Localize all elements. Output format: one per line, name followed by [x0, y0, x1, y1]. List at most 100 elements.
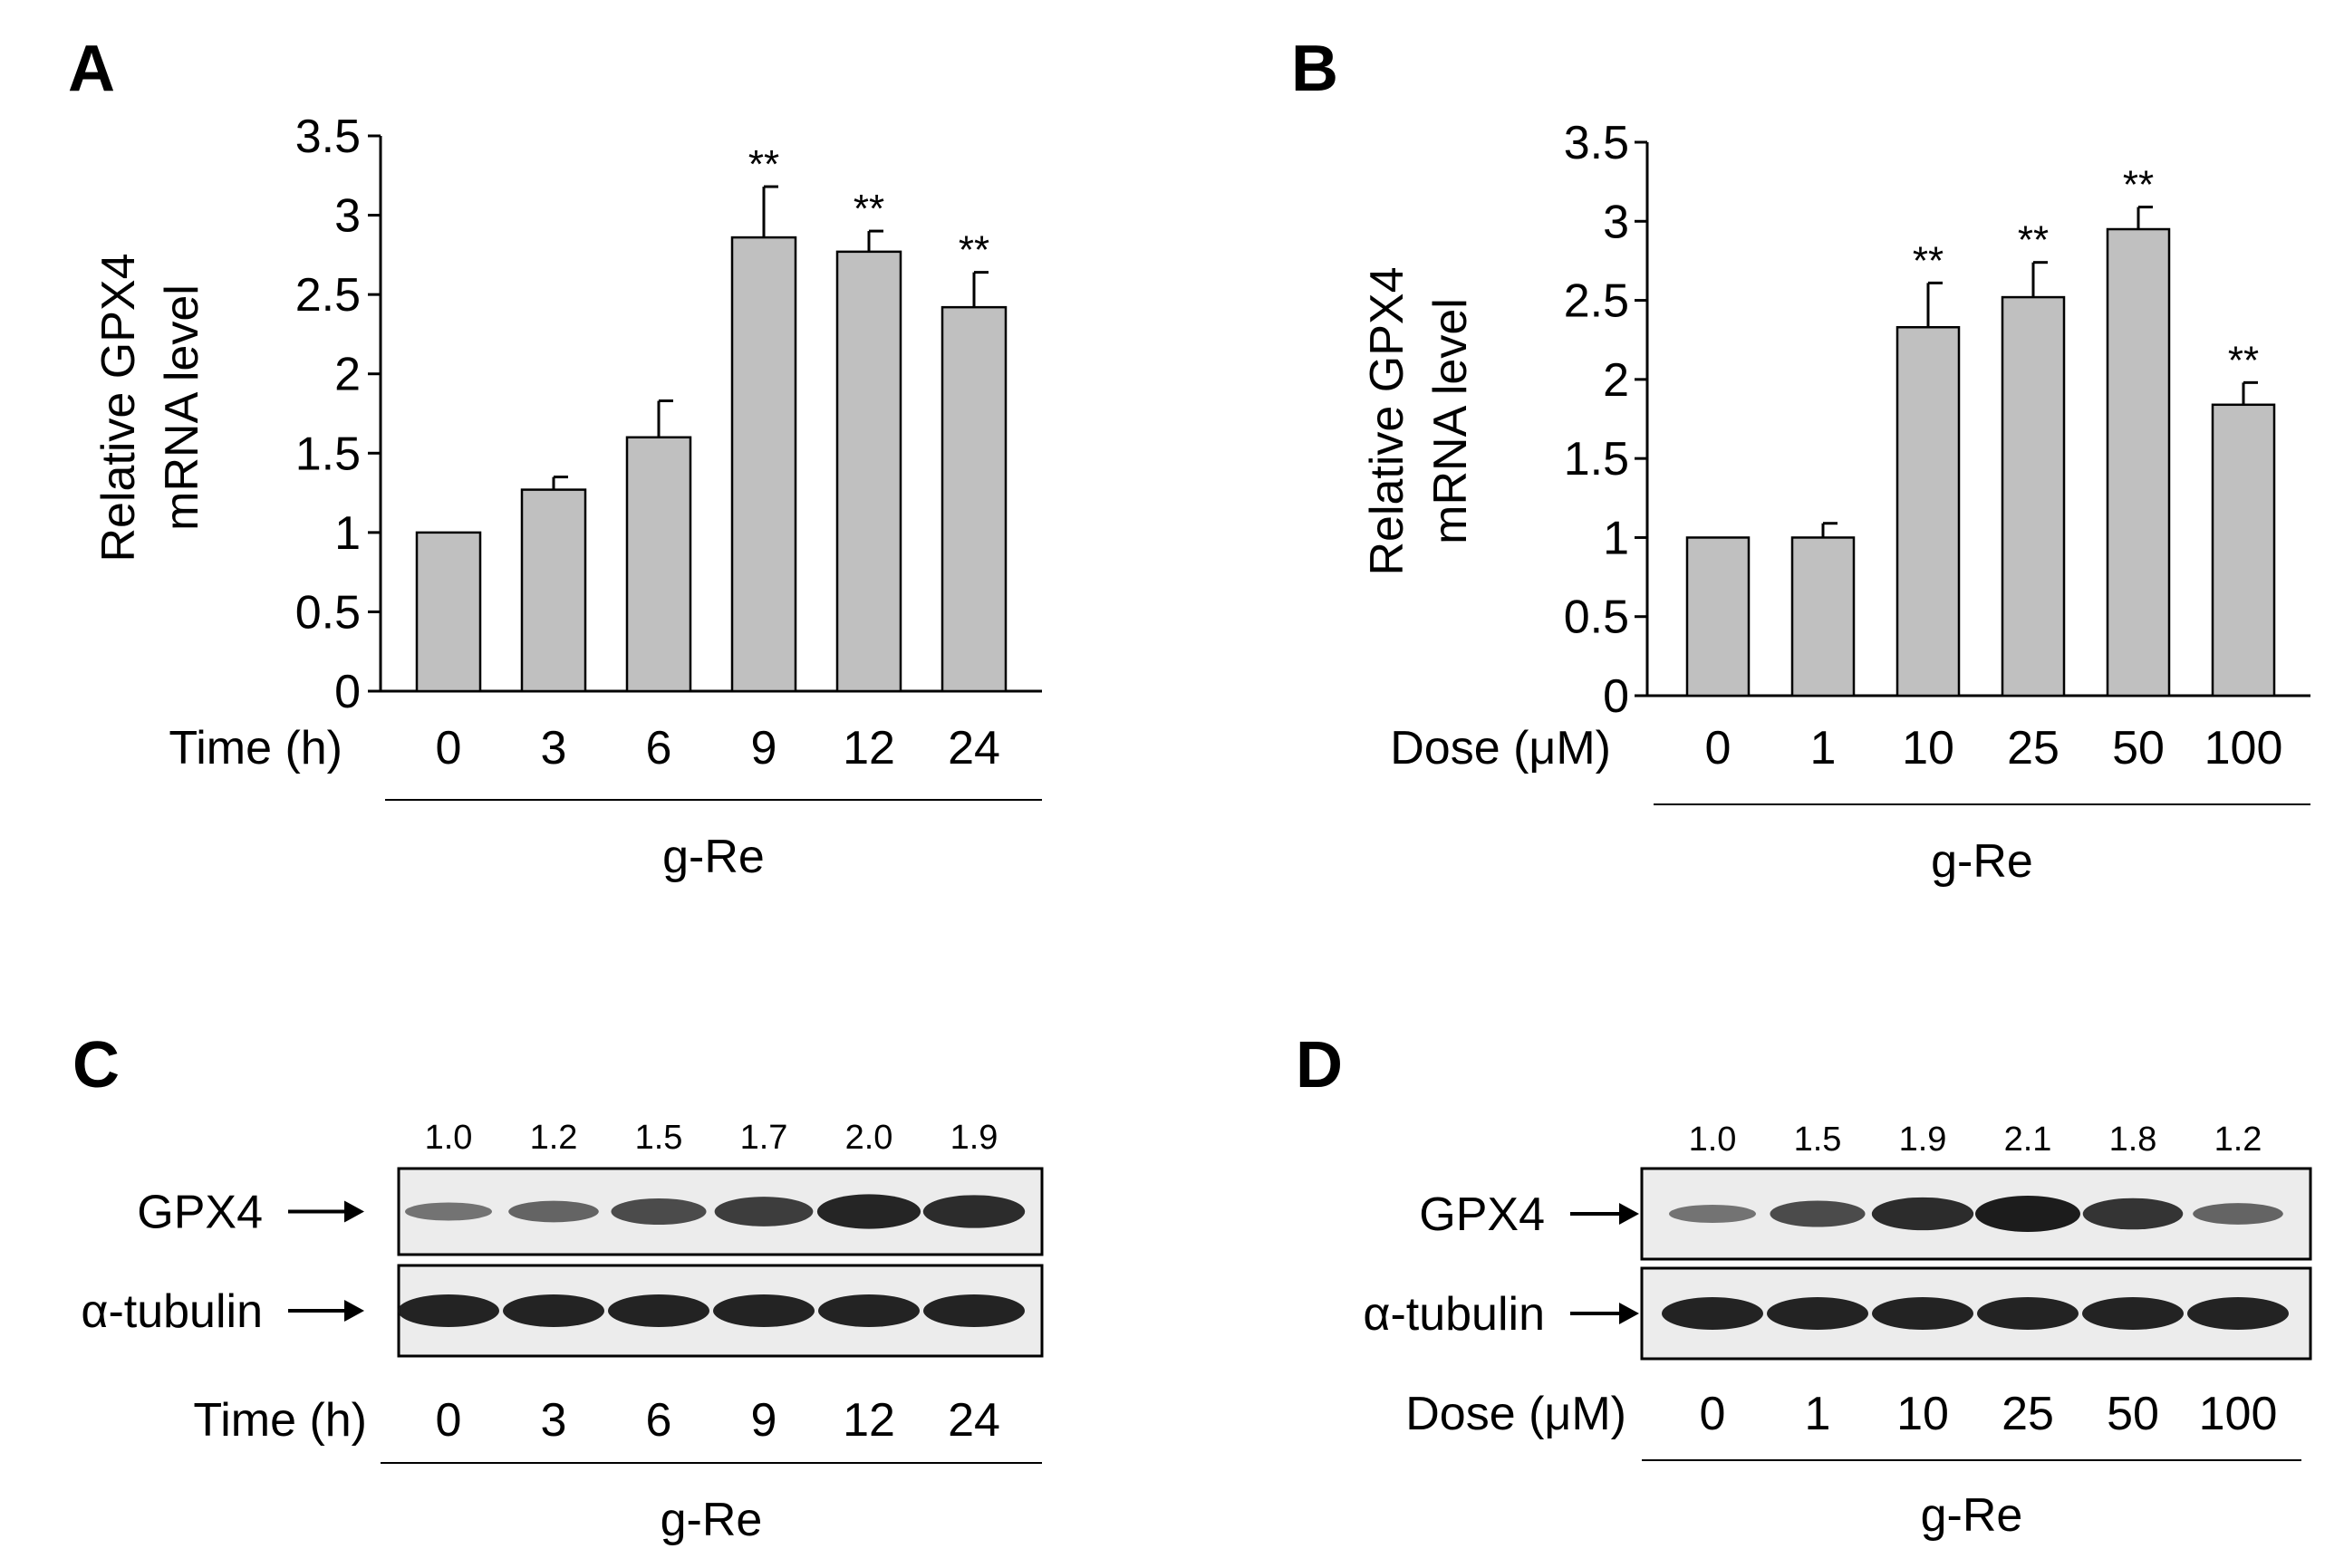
panel-a-bar — [940, 305, 1008, 693]
panel-b-y-tick-label: 1 — [1603, 512, 1629, 564]
panel-b-y-tick-label: 3 — [1603, 196, 1629, 248]
panel-c-quant-label: 1.7 — [740, 1119, 788, 1157]
panel-b-y-tick-label: 3.5 — [1564, 117, 1629, 169]
panel-d-tubulin-label: α-tubulin — [1363, 1288, 1545, 1341]
panel-b-category-label: 0 — [1705, 722, 1731, 774]
panel-b-category-label: 100 — [2204, 722, 2283, 774]
panel-c-gpx4-band — [611, 1198, 707, 1226]
panel-d-tubulin-band — [2187, 1297, 2289, 1330]
panel-a-bar — [835, 250, 902, 693]
panel-b-significance-label: ** — [1913, 238, 1944, 283]
panel-d-lane-label: 100 — [2199, 1388, 2278, 1440]
panel-d-quant-label: 2.1 — [2004, 1121, 2052, 1159]
panel-d-tubulin-band — [1662, 1297, 1763, 1330]
panel-a-bar — [625, 436, 692, 693]
panel-d-lane-label: 1 — [1805, 1388, 1831, 1440]
panel-b-y-tick-label: 0.5 — [1564, 592, 1629, 644]
panel-c-gpx4-label: GPX4 — [137, 1187, 263, 1239]
panel-a-category-label: 24 — [948, 722, 1000, 774]
panel-d-quant-label: 1.9 — [1899, 1121, 1947, 1159]
panel-a-y-tick-label: 1.5 — [295, 428, 361, 480]
panel-d-tubulin-arrow-icon — [1619, 1303, 1639, 1324]
panel-c-quant-label: 1.0 — [425, 1119, 473, 1157]
panel-d-blot: D 1.0 1.5 1.9 2.1 1.8 1.2 GPX4 α-tubulin 0 1 10 25 50… — [1296, 1029, 2312, 1542]
panel-c-tubulin-label: α-tubulin — [81, 1285, 263, 1338]
panel-d-tubulin-band — [1977, 1297, 2079, 1330]
panel-c-quant-label: 1.5 — [635, 1119, 683, 1157]
panel-c-gpx4-band — [714, 1197, 814, 1227]
panel-a-significance-label: ** — [959, 228, 989, 273]
panel-a-y-tick-label: 1 — [334, 507, 361, 560]
panel-c-tubulin-band — [923, 1294, 1025, 1327]
panel-b-ylabel-line2: mRNA level — [1424, 298, 1477, 544]
panel-b-significance-label: ** — [2228, 338, 2259, 382]
panel-b-category-label: 10 — [1902, 722, 1954, 774]
panel-b-ylabel-line1: Relative GPX4 — [1361, 266, 1413, 575]
panel-a-y-tick-label: 0.5 — [295, 586, 361, 639]
panel-d-gpx4-band — [2193, 1203, 2283, 1225]
panel-d-tubulin-band — [1767, 1297, 1868, 1330]
panel-a-ylabel-line1: Relative GPX4 — [92, 253, 145, 562]
panel-d-quant-label: 1.8 — [2109, 1121, 2157, 1159]
panel-d-quant-label: 1.0 — [1689, 1121, 1737, 1159]
panel-c-tubulin-arrow-icon — [344, 1300, 364, 1322]
panel-a-category-label: 12 — [843, 722, 895, 774]
panel-b-significance-label: ** — [2018, 218, 2049, 263]
panel-c-gpx4-band — [816, 1194, 921, 1229]
panel-c-lane-label: 0 — [436, 1394, 462, 1447]
panel-a-significance-label: ** — [854, 187, 884, 231]
panel-c-lane-label: 24 — [948, 1394, 1000, 1447]
panel-b-bar — [2001, 295, 2066, 697]
panel-a-ylabel-line2: mRNA level — [156, 284, 208, 531]
panel-d-tubulin-band — [2082, 1297, 2184, 1330]
panel-c-xlabel: Time (h) — [193, 1394, 367, 1447]
panel-c-lane-label: 9 — [751, 1394, 777, 1447]
panel-a-letter: A — [68, 33, 115, 105]
panel-a-significance-label: ** — [748, 142, 779, 187]
panel-b-category-label: 50 — [2112, 722, 2165, 774]
panel-c-tubulin-band — [608, 1294, 709, 1327]
panel-b-bar — [1685, 536, 1751, 697]
panel-b-xlabel: Dose (μM) — [1390, 722, 1611, 774]
panel-d-lane-label: 10 — [1896, 1388, 1949, 1440]
panel-c-quant-label: 2.0 — [845, 1119, 893, 1157]
panel-d-xlabel: Dose (μM) — [1405, 1388, 1626, 1440]
panel-d-lane-label: 25 — [2002, 1388, 2054, 1440]
panel-a-y-tick-label: 2.5 — [295, 269, 361, 322]
panel-c-letter: C — [72, 1029, 120, 1101]
panel-a-category-label: 0 — [436, 722, 462, 774]
panel-b-y-tick-label: 0 — [1603, 670, 1629, 723]
panel-b-letter: B — [1291, 33, 1338, 105]
panel-d-quant-label: 1.2 — [2214, 1121, 2262, 1159]
panel-d-lane-label: 50 — [2107, 1388, 2159, 1440]
panel-d-gpx4-arrow-icon — [1619, 1203, 1639, 1225]
panel-a-y-tick-label: 0 — [334, 666, 361, 718]
panel-c-gpx4-band — [405, 1202, 492, 1221]
panel-d-gpx4-band — [1669, 1205, 1756, 1223]
panel-a-bar — [520, 488, 587, 693]
panel-a-y-tick-label: 2 — [334, 349, 361, 401]
panel-a-bar — [730, 236, 797, 693]
panel-d-gpx4-band — [1975, 1196, 2080, 1232]
panel-a-category-label: 3 — [541, 722, 567, 774]
panel-b-chart: B 0 0.5 1 1.5 2 2.5 3 3.5 Relative GPX4 mRNA level… — [1291, 33, 2310, 888]
panel-c-lane-label: 6 — [646, 1394, 672, 1447]
panel-d-group-label: g-Re — [1921, 1489, 2023, 1542]
panel-b-y-tick-label: 2 — [1603, 354, 1629, 407]
panel-d-gpx4-label: GPX4 — [1419, 1188, 1545, 1241]
panel-c-gpx4-band — [922, 1195, 1026, 1228]
panel-a-bar — [415, 531, 482, 693]
panel-b-y-tick-label: 2.5 — [1564, 275, 1629, 328]
panel-b-bar — [1790, 536, 1856, 697]
panel-c-gpx4-band — [508, 1200, 599, 1223]
panel-c-tubulin-band — [503, 1294, 604, 1327]
panel-b-group-label: g-Re — [1931, 835, 2033, 888]
panel-b-category-label: 1 — [1810, 722, 1837, 774]
panel-a-group-label: g-Re — [662, 831, 765, 883]
panel-d-letter: D — [1296, 1029, 1343, 1101]
panel-a-xlabel: Time (h) — [169, 722, 342, 774]
panel-a-category-label: 9 — [751, 722, 777, 774]
panel-c-gpx4-arrow-icon — [344, 1200, 364, 1223]
panel-b-bar — [2211, 403, 2276, 697]
